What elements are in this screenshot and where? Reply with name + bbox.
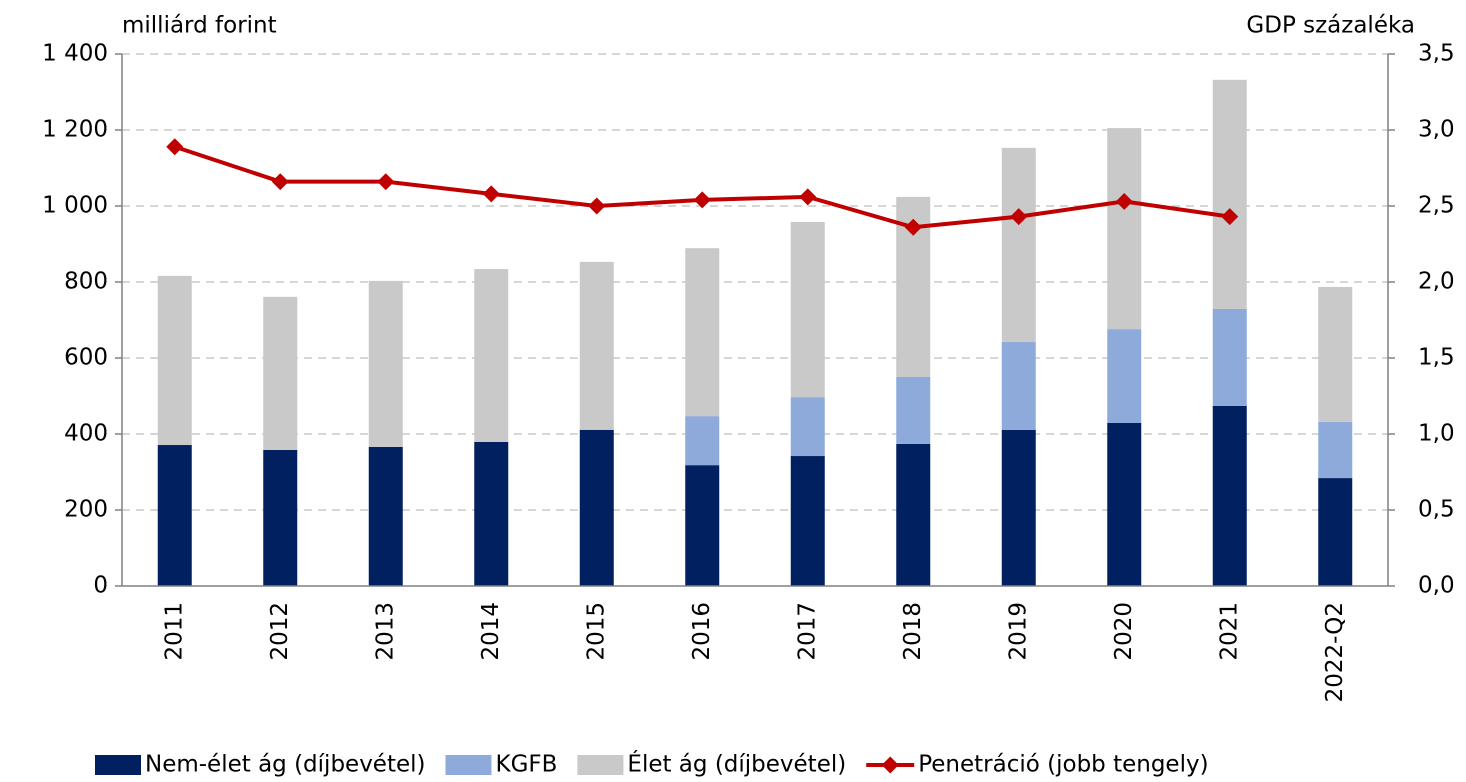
x-tick-label: 2017: [794, 602, 820, 661]
y2-tick-label: 2,0: [1418, 269, 1455, 295]
bar: [474, 269, 509, 442]
bar: [896, 377, 931, 444]
legend-label: Nem-élet ág (díjbevétel): [145, 752, 425, 778]
bar: [790, 397, 825, 457]
bar: [685, 416, 720, 466]
bar: [1001, 429, 1036, 586]
legend-swatch: [577, 755, 624, 775]
x-tick-label: 2016: [689, 602, 715, 661]
bar: [579, 429, 614, 586]
marker: [166, 138, 184, 156]
bar: [474, 441, 509, 586]
y2-tick-label: 3,0: [1418, 117, 1455, 143]
y-tick-label: 600: [64, 345, 108, 371]
bar: [263, 449, 298, 586]
marker: [271, 173, 289, 191]
legend-swatch: [95, 755, 141, 775]
y-tick-label: 1 000: [42, 193, 108, 219]
bar: [263, 296, 298, 450]
y2-tick-label: 2,5: [1418, 193, 1455, 219]
bar: [790, 221, 825, 398]
bar: [685, 248, 720, 417]
marker: [1010, 208, 1028, 226]
x-tick-label: 2014: [478, 602, 504, 661]
y-tick-label: 1 200: [42, 117, 108, 143]
bar: [1318, 421, 1353, 479]
x-tick-label: 2021: [1216, 602, 1242, 661]
line: [174, 144, 1231, 230]
y-axis-label: milliárd forint: [122, 13, 277, 39]
bar: [1212, 79, 1247, 309]
bar: [368, 280, 403, 447]
bar: [1212, 405, 1247, 586]
bar: [157, 275, 192, 446]
marker: [904, 218, 922, 236]
y-tick-label: 400: [64, 421, 108, 447]
x-tick-label: 2018: [900, 602, 926, 661]
bar: [685, 465, 720, 586]
bar: [1107, 128, 1142, 330]
marker: [482, 185, 500, 203]
x-tick-label: 2012: [267, 602, 293, 661]
x-tick-label: 2020: [1111, 602, 1137, 661]
y2-tick-label: 3,5: [1418, 41, 1455, 67]
y-tick-label: 0: [93, 573, 108, 599]
bar: [1318, 286, 1353, 422]
legend-label: Penetráció (jobb tengely): [918, 752, 1208, 778]
x-tick-label: 2019: [1005, 602, 1031, 661]
y-tick-label: 1 400: [42, 41, 108, 67]
x-tick-label: 2015: [583, 602, 609, 661]
marker: [693, 191, 711, 209]
legend-label: KGFB: [495, 752, 557, 778]
marker: [799, 188, 817, 206]
bar: [1001, 147, 1036, 343]
y2-axis-label: GDP százaléka: [1246, 13, 1415, 39]
marker: [588, 197, 606, 215]
x-tick-label: 2011: [161, 602, 187, 661]
bar: [790, 456, 825, 586]
bar: [368, 446, 403, 586]
y2-tick-label: 1,5: [1418, 345, 1455, 371]
marker: [377, 173, 395, 191]
bar: [1001, 342, 1036, 430]
bar: [1107, 329, 1142, 423]
bar: [579, 261, 614, 430]
y-tick-label: 800: [64, 269, 108, 295]
bar: [157, 445, 192, 586]
x-tick-label: 2022-Q2: [1322, 602, 1348, 702]
bar: [896, 443, 931, 586]
legend-swatch: [881, 756, 899, 774]
y-tick-label: 200: [64, 497, 108, 523]
bar: [1212, 308, 1247, 406]
bar: [1318, 478, 1353, 586]
legend-label: Élet ág (díjbevétel): [627, 750, 846, 778]
y2-tick-label: 1,0: [1418, 421, 1455, 447]
y2-tick-label: 0,0: [1418, 573, 1455, 599]
y2-tick-label: 0,5: [1418, 497, 1455, 523]
bar: [1107, 422, 1142, 586]
legend-swatch: [445, 755, 492, 775]
x-tick-label: 2013: [372, 602, 398, 661]
